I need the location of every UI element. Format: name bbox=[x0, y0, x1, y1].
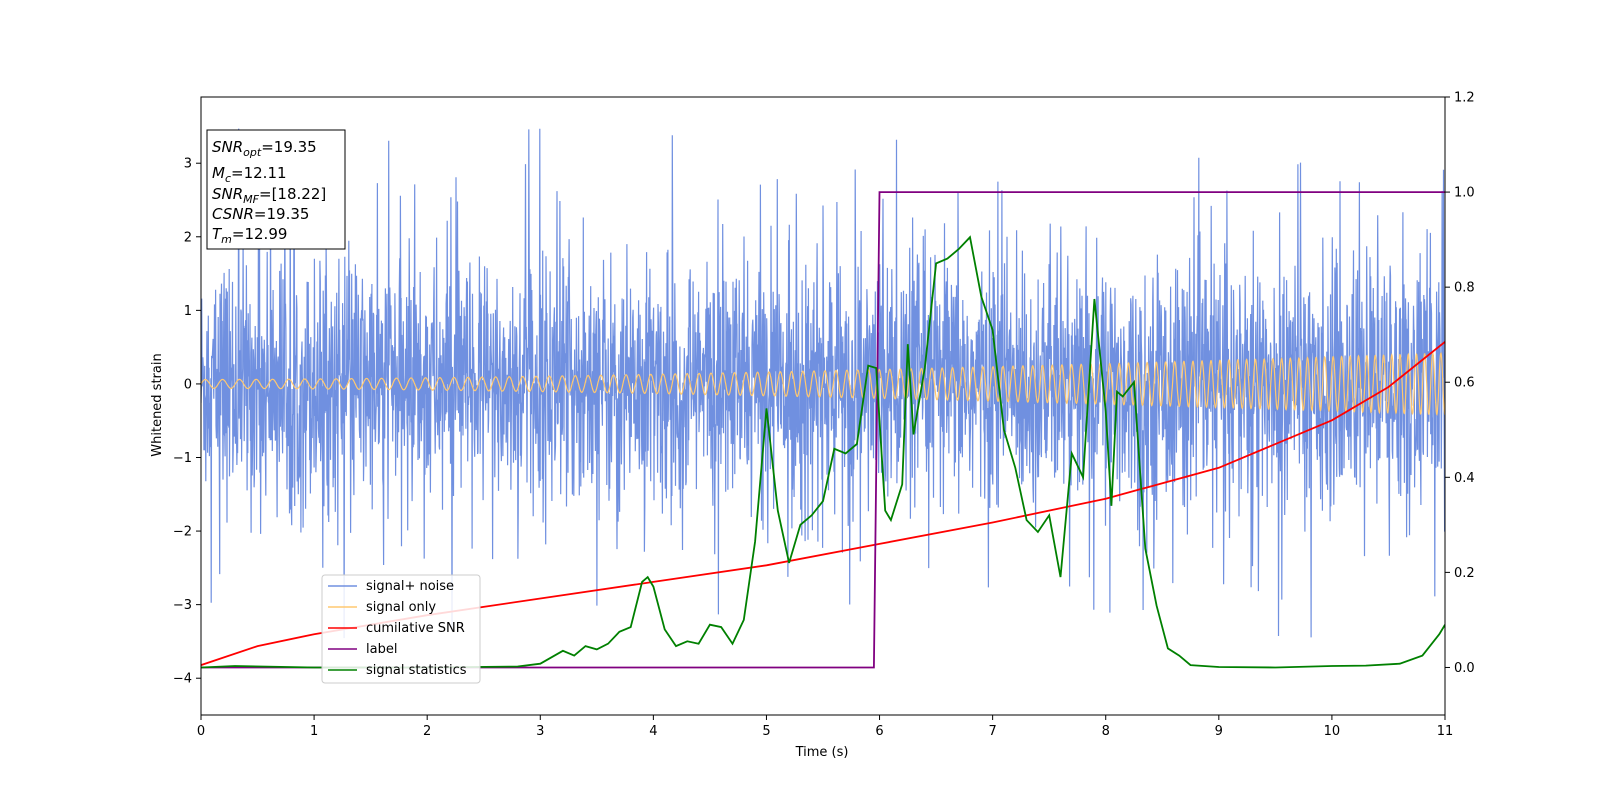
legend: signal+ noise signal only cumilative SNR… bbox=[321, 574, 481, 684]
x-tick-label: 7 bbox=[988, 724, 996, 739]
y-left-tick-label: 1 bbox=[184, 304, 192, 319]
annotation-mc-value: =12.11 bbox=[231, 164, 287, 182]
y-right-tick-label: 1.0 bbox=[1454, 186, 1475, 201]
x-tick-label: 3 bbox=[536, 724, 544, 739]
x-axis-title: Time (s) bbox=[795, 745, 849, 760]
x-tick-label: 0 bbox=[197, 724, 205, 739]
y-left-tick-label: 2 bbox=[184, 230, 192, 245]
x-tick-label: 9 bbox=[1215, 724, 1223, 739]
annotation-snr-mf: SNRMF=[18.22] bbox=[212, 185, 326, 206]
y-axis-title: Whitened strain bbox=[150, 353, 165, 456]
plot-frame bbox=[200, 96, 1446, 716]
x-tick-label: 2 bbox=[423, 724, 431, 739]
annotation-snr-opt: SNRopt=19.35 bbox=[212, 138, 317, 159]
y-left-tick-label: 0 bbox=[184, 377, 192, 392]
y-left-tick-label: −3 bbox=[173, 598, 192, 613]
annotation-tm-value: =12.99 bbox=[232, 225, 288, 243]
annotation-mc: Mc=12.11 bbox=[212, 164, 287, 185]
series-signal-statistics bbox=[201, 235, 1445, 669]
y-left-tick-label: −1 bbox=[173, 451, 192, 466]
series-signal-only bbox=[201, 351, 1445, 416]
legend-label-signal-only: signal only bbox=[366, 600, 436, 615]
y-left-tick-label: 3 bbox=[184, 157, 192, 172]
y-right-tick-label: 0.0 bbox=[1454, 661, 1475, 676]
annotation-csnr-value: =19.35 bbox=[254, 205, 310, 223]
annotation-box: SNRopt=19.35 Mc=12.11 SNRMF=[18.22] CSNR… bbox=[206, 129, 346, 250]
y-left-tick-label: −2 bbox=[173, 525, 192, 540]
y-right-tick-label: 1.2 bbox=[1454, 91, 1475, 106]
x-tick-label: 5 bbox=[762, 724, 770, 739]
x-tick-label: 11 bbox=[1437, 724, 1454, 739]
series-label bbox=[201, 191, 1445, 669]
y-right-tick-label: 0.4 bbox=[1454, 471, 1475, 486]
x-tick-label: 1 bbox=[310, 724, 318, 739]
annotation-snr-opt-value: =19.35 bbox=[261, 138, 317, 156]
annotation-tm: Tm=12.99 bbox=[212, 225, 287, 246]
annotation-csnr: CSNR=19.35 bbox=[212, 205, 309, 223]
legend-label-cumulative-snr: cumilative SNR bbox=[366, 621, 465, 636]
axes: 0 1 2 3 4 5 6 7 8 9 10 113210−1−2−3−41.21.00.80.60.… bbox=[173, 91, 1475, 740]
x-tick-label: 4 bbox=[649, 724, 657, 739]
x-tick-label: 8 bbox=[1102, 724, 1110, 739]
y-right-tick-label: 0.6 bbox=[1454, 376, 1475, 391]
x-tick-label: 6 bbox=[875, 724, 883, 739]
y-right-tick-label: 0.2 bbox=[1454, 566, 1475, 581]
legend-label-signal-noise: signal+ noise bbox=[366, 579, 454, 594]
annotation-snr-mf-value: =[18.22] bbox=[259, 185, 326, 203]
x-tick-label: 10 bbox=[1324, 724, 1341, 739]
series-signal-noise bbox=[201, 128, 1445, 639]
y-right-tick-label: 0.8 bbox=[1454, 281, 1475, 296]
y-left-tick-label: −4 bbox=[173, 672, 192, 687]
legend-label-label: label bbox=[366, 642, 397, 657]
legend-label-signal-statistics: signal statistics bbox=[366, 663, 467, 678]
